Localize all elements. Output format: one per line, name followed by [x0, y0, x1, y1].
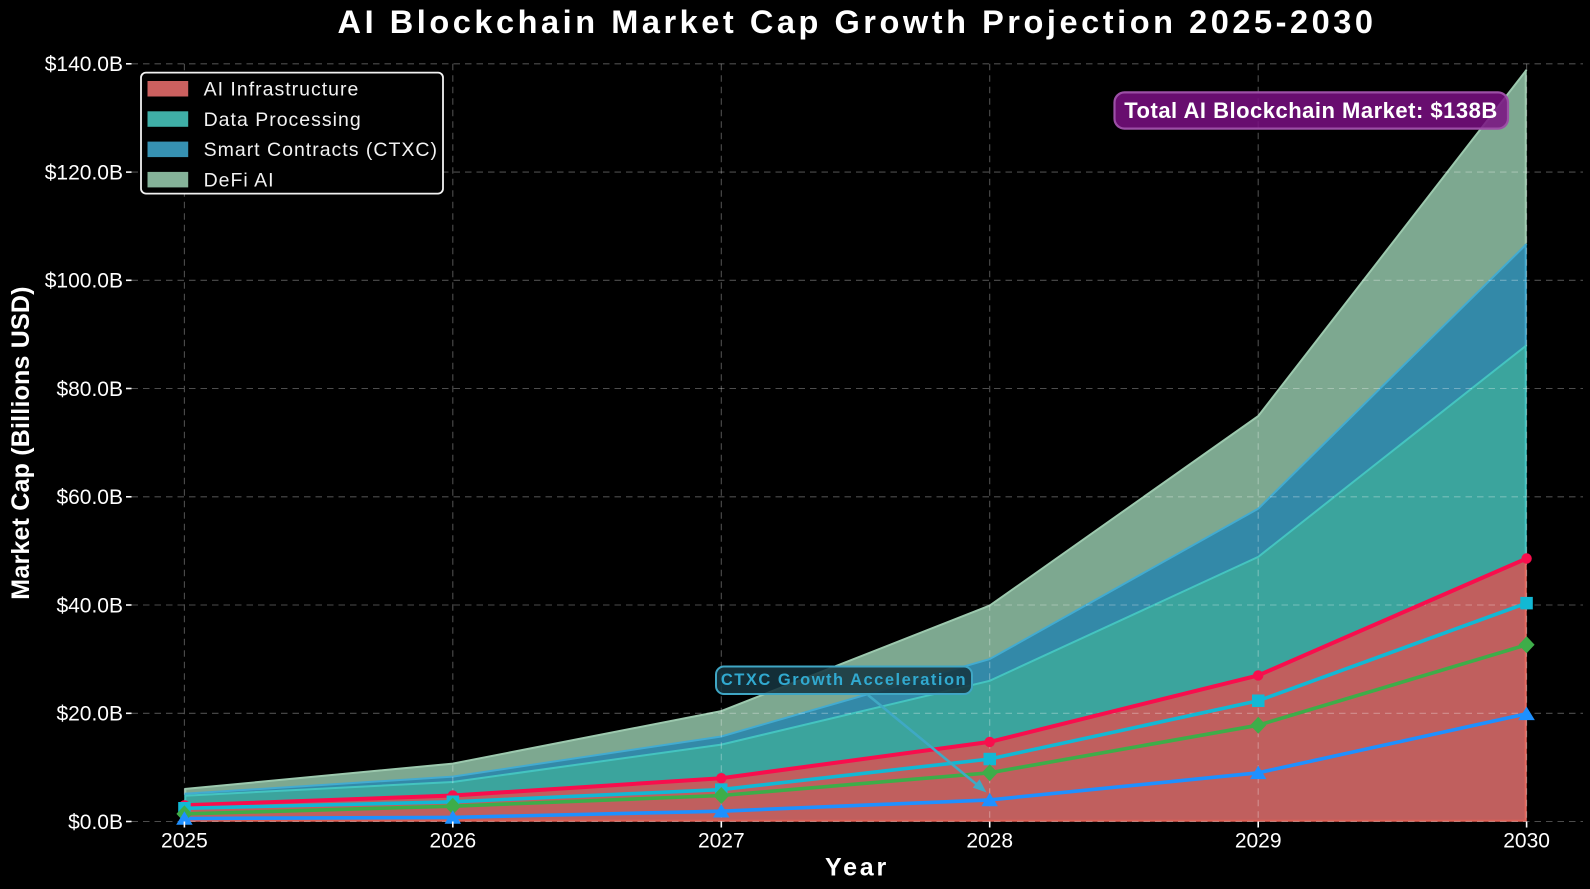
svg-text:AI Infrastructure: AI Infrastructure	[204, 79, 360, 101]
svg-text:CTXC Growth Acceleration: CTXC Growth Acceleration	[721, 671, 967, 689]
svg-text:Total AI Blockchain Market: $1: Total AI Blockchain Market: $138B	[1124, 98, 1498, 123]
svg-text:$20.0B: $20.0B	[56, 703, 123, 726]
svg-text:$0.0B: $0.0B	[68, 811, 123, 834]
svg-text:$120.0B: $120.0B	[45, 161, 123, 184]
svg-text:Year: Year	[825, 854, 889, 882]
svg-text:$40.0B: $40.0B	[56, 594, 123, 617]
svg-text:$140.0B: $140.0B	[45, 53, 123, 76]
svg-text:$100.0B: $100.0B	[45, 270, 123, 293]
svg-text:2028: 2028	[966, 830, 1013, 853]
svg-text:Data Processing: Data Processing	[204, 109, 362, 131]
svg-text:2030: 2030	[1503, 830, 1550, 853]
svg-text:$60.0B: $60.0B	[56, 486, 123, 509]
svg-text:Smart Contracts (CTXC): Smart Contracts (CTXC)	[204, 139, 438, 161]
svg-text:AI Blockchain Market Cap Growt: AI Blockchain Market Cap Growth Projecti…	[338, 4, 1377, 40]
svg-text:2027: 2027	[698, 830, 745, 853]
svg-text:DeFi AI: DeFi AI	[204, 170, 275, 192]
svg-text:2029: 2029	[1235, 830, 1282, 853]
svg-text:$80.0B: $80.0B	[56, 378, 123, 401]
svg-text:2026: 2026	[429, 830, 476, 853]
svg-text:Market Cap (Billions USD): Market Cap (Billions USD)	[7, 286, 35, 599]
svg-text:2025: 2025	[161, 830, 208, 853]
